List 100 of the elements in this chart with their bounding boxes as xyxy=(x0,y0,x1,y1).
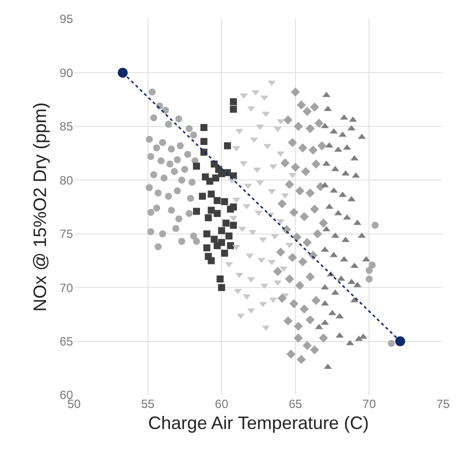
point xyxy=(366,275,373,282)
point xyxy=(359,333,368,339)
point xyxy=(342,236,350,242)
point xyxy=(317,141,327,150)
point xyxy=(248,230,257,236)
point xyxy=(284,180,294,189)
point xyxy=(288,138,297,148)
point xyxy=(296,100,306,110)
y-tick-label: 95 xyxy=(60,12,74,26)
point xyxy=(230,98,237,106)
point xyxy=(218,284,226,292)
point xyxy=(278,294,287,303)
point xyxy=(242,294,251,300)
point xyxy=(281,193,290,199)
point xyxy=(294,122,303,131)
point xyxy=(159,139,166,146)
point xyxy=(150,171,158,178)
point xyxy=(274,126,282,132)
point xyxy=(221,198,228,206)
x-axis-title: Charge Air Temperature (C) xyxy=(148,413,369,434)
point xyxy=(283,115,293,125)
point xyxy=(290,162,300,172)
point xyxy=(200,124,208,131)
point xyxy=(203,244,210,252)
point xyxy=(164,120,172,128)
point xyxy=(306,188,315,198)
point xyxy=(224,142,231,150)
point xyxy=(322,92,330,98)
point xyxy=(274,280,282,286)
y-tick-label: 80 xyxy=(60,173,74,188)
point xyxy=(328,310,336,316)
point xyxy=(208,190,215,198)
point xyxy=(283,316,293,326)
point xyxy=(146,136,153,143)
point xyxy=(286,350,296,359)
point xyxy=(230,106,237,113)
point xyxy=(218,238,226,246)
point xyxy=(336,332,344,338)
point xyxy=(193,162,200,170)
point xyxy=(298,257,308,266)
point xyxy=(294,334,303,343)
x-tick-label: 55 xyxy=(141,397,155,411)
point xyxy=(343,144,352,150)
point xyxy=(295,186,304,196)
point xyxy=(278,199,287,208)
point xyxy=(300,304,309,314)
point xyxy=(247,308,256,314)
point xyxy=(302,341,312,350)
point xyxy=(306,272,315,282)
point xyxy=(310,345,320,354)
point xyxy=(320,122,329,128)
point xyxy=(154,243,162,250)
point xyxy=(331,166,340,172)
point xyxy=(187,194,194,202)
point xyxy=(294,322,303,331)
point xyxy=(308,146,318,155)
point xyxy=(200,138,208,145)
point xyxy=(310,102,320,112)
point xyxy=(296,355,306,364)
point xyxy=(146,184,153,192)
point xyxy=(208,257,215,264)
point xyxy=(340,114,348,120)
point xyxy=(198,192,206,200)
point xyxy=(208,206,215,214)
point xyxy=(289,299,298,308)
point xyxy=(150,114,158,122)
point xyxy=(318,218,328,228)
point xyxy=(262,112,270,118)
x-tick-label: 70 xyxy=(362,397,376,411)
point xyxy=(190,232,198,240)
point xyxy=(288,252,297,262)
x-tick-label: 60 xyxy=(214,397,229,411)
point xyxy=(172,224,180,232)
point xyxy=(337,275,346,281)
point xyxy=(273,266,282,276)
point xyxy=(175,215,182,222)
point xyxy=(204,214,212,222)
point xyxy=(372,222,379,229)
point xyxy=(170,168,178,176)
point xyxy=(174,156,181,164)
point xyxy=(244,184,252,190)
point xyxy=(160,174,168,182)
point xyxy=(190,132,198,139)
point xyxy=(252,90,260,96)
point xyxy=(193,238,200,245)
point xyxy=(290,88,300,97)
point xyxy=(235,128,244,134)
point xyxy=(176,142,184,150)
point xyxy=(284,274,294,284)
point xyxy=(320,246,329,252)
point xyxy=(210,236,218,243)
point xyxy=(148,88,156,96)
point xyxy=(230,222,237,229)
point xyxy=(118,68,128,78)
point xyxy=(302,106,312,116)
x-tick-label: 75 xyxy=(436,397,450,411)
point xyxy=(168,206,175,214)
point xyxy=(221,250,228,257)
point xyxy=(269,164,278,170)
point xyxy=(225,232,232,240)
